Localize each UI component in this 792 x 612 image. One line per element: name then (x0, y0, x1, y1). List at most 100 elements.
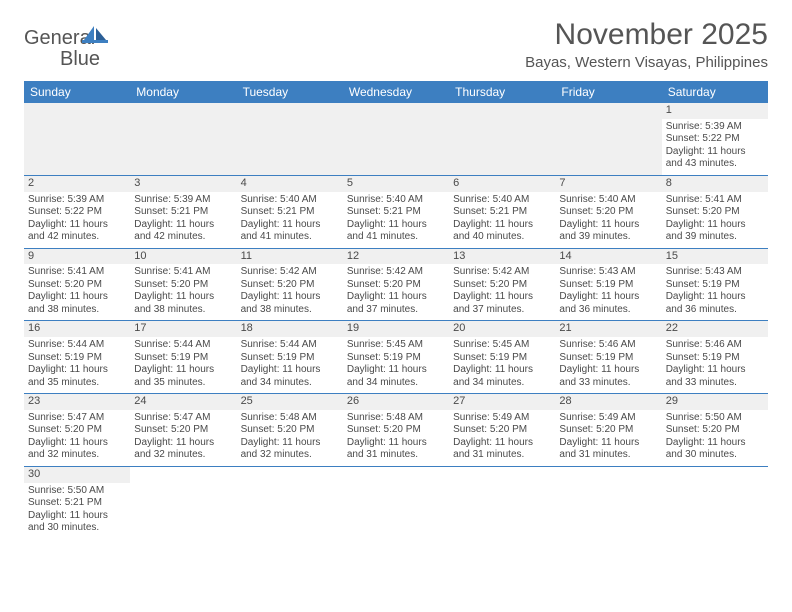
daylight-text: Daylight: 11 hours (28, 437, 126, 450)
daylight-text: Daylight: 11 hours (666, 364, 764, 377)
sunset-text: Sunset: 5:22 PM (28, 206, 126, 219)
daylight-text: Daylight: 11 hours (134, 219, 232, 232)
daylight-text: Daylight: 11 hours (666, 291, 764, 304)
sunrise-text: Sunrise: 5:46 AM (559, 339, 657, 352)
calendar-cell: 1Sunrise: 5:39 AMSunset: 5:22 PMDaylight… (662, 103, 768, 176)
calendar-cell: 28Sunrise: 5:49 AMSunset: 5:20 PMDayligh… (555, 394, 661, 467)
day-number: 4 (237, 176, 343, 192)
daylight-text: and 42 minutes. (134, 231, 232, 244)
calendar-cell (449, 103, 555, 176)
daylight-text: and 39 minutes. (666, 231, 764, 244)
daylight-text: Daylight: 11 hours (559, 437, 657, 450)
sunset-text: Sunset: 5:19 PM (134, 352, 232, 365)
daylight-text: Daylight: 11 hours (134, 291, 232, 304)
calendar-cell: 21Sunrise: 5:46 AMSunset: 5:19 PMDayligh… (555, 321, 661, 394)
sunset-text: Sunset: 5:20 PM (28, 279, 126, 292)
daylight-text: Daylight: 11 hours (241, 437, 339, 450)
calendar-cell: 22Sunrise: 5:46 AMSunset: 5:19 PMDayligh… (662, 321, 768, 394)
day-number: 27 (449, 394, 555, 410)
sunset-text: Sunset: 5:20 PM (241, 279, 339, 292)
calendar-cell: 11Sunrise: 5:42 AMSunset: 5:20 PMDayligh… (237, 249, 343, 322)
logo: General Blue (24, 18, 108, 70)
calendar-cell: 17Sunrise: 5:44 AMSunset: 5:19 PMDayligh… (130, 321, 236, 394)
day-number: 26 (343, 394, 449, 410)
calendar-cell (343, 467, 449, 539)
sunrise-text: Sunrise: 5:47 AM (28, 412, 126, 425)
daylight-text: Daylight: 11 hours (453, 291, 551, 304)
weekday-header: Tuesday (237, 81, 343, 103)
sunrise-text: Sunrise: 5:43 AM (559, 266, 657, 279)
calendar-header-row: SundayMondayTuesdayWednesdayThursdayFrid… (24, 81, 768, 103)
daylight-text: and 34 minutes. (241, 377, 339, 390)
daylight-text: and 30 minutes. (666, 449, 764, 462)
daylight-text: Daylight: 11 hours (241, 291, 339, 304)
sunrise-text: Sunrise: 5:40 AM (241, 194, 339, 207)
calendar-cell: 23Sunrise: 5:47 AMSunset: 5:20 PMDayligh… (24, 394, 130, 467)
sunset-text: Sunset: 5:19 PM (241, 352, 339, 365)
daylight-text: and 39 minutes. (559, 231, 657, 244)
sunset-text: Sunset: 5:20 PM (666, 206, 764, 219)
weekday-header: Wednesday (343, 81, 449, 103)
daylight-text: and 38 minutes. (28, 304, 126, 317)
day-number: 1 (662, 103, 768, 119)
calendar-cell: 8Sunrise: 5:41 AMSunset: 5:20 PMDaylight… (662, 176, 768, 249)
daylight-text: Daylight: 11 hours (347, 364, 445, 377)
sunset-text: Sunset: 5:19 PM (453, 352, 551, 365)
day-number: 10 (130, 249, 236, 265)
title-block: November 2025 Bayas, Western Visayas, Ph… (525, 18, 768, 71)
daylight-text: Daylight: 11 hours (559, 291, 657, 304)
calendar-cell: 29Sunrise: 5:50 AMSunset: 5:20 PMDayligh… (662, 394, 768, 467)
calendar-cell: 18Sunrise: 5:44 AMSunset: 5:19 PMDayligh… (237, 321, 343, 394)
day-number: 30 (24, 467, 130, 483)
header: General Blue November 2025 Bayas, Wester… (24, 18, 768, 71)
sunset-text: Sunset: 5:19 PM (28, 352, 126, 365)
sunrise-text: Sunrise: 5:44 AM (28, 339, 126, 352)
sunset-text: Sunset: 5:20 PM (134, 424, 232, 437)
day-number: 15 (662, 249, 768, 265)
sunrise-text: Sunrise: 5:40 AM (453, 194, 551, 207)
calendar-cell (555, 103, 661, 176)
sunrise-text: Sunrise: 5:40 AM (347, 194, 445, 207)
sunrise-text: Sunrise: 5:44 AM (241, 339, 339, 352)
calendar-cell: 14Sunrise: 5:43 AMSunset: 5:19 PMDayligh… (555, 249, 661, 322)
sunset-text: Sunset: 5:20 PM (559, 424, 657, 437)
calendar-cell: 10Sunrise: 5:41 AMSunset: 5:20 PMDayligh… (130, 249, 236, 322)
day-number: 22 (662, 321, 768, 337)
day-number: 2 (24, 176, 130, 192)
sunrise-text: Sunrise: 5:45 AM (347, 339, 445, 352)
daylight-text: Daylight: 11 hours (666, 146, 764, 159)
day-number: 21 (555, 321, 661, 337)
sunset-text: Sunset: 5:21 PM (28, 497, 126, 510)
daylight-text: Daylight: 11 hours (666, 219, 764, 232)
day-number: 13 (449, 249, 555, 265)
calendar-cell: 4Sunrise: 5:40 AMSunset: 5:21 PMDaylight… (237, 176, 343, 249)
logo-text: General Blue (24, 28, 108, 70)
sunset-text: Sunset: 5:20 PM (134, 279, 232, 292)
calendar-cell: 6Sunrise: 5:40 AMSunset: 5:21 PMDaylight… (449, 176, 555, 249)
daylight-text: Daylight: 11 hours (347, 219, 445, 232)
sunrise-text: Sunrise: 5:40 AM (559, 194, 657, 207)
weekday-header: Sunday (24, 81, 130, 103)
calendar-cell (662, 467, 768, 539)
daylight-text: and 33 minutes. (666, 377, 764, 390)
daylight-text: and 31 minutes. (347, 449, 445, 462)
daylight-text: and 38 minutes. (241, 304, 339, 317)
day-number: 14 (555, 249, 661, 265)
daylight-text: and 34 minutes. (347, 377, 445, 390)
day-number: 9 (24, 249, 130, 265)
daylight-text: and 35 minutes. (134, 377, 232, 390)
sunset-text: Sunset: 5:21 PM (241, 206, 339, 219)
day-number: 5 (343, 176, 449, 192)
daylight-text: Daylight: 11 hours (28, 219, 126, 232)
calendar-cell: 12Sunrise: 5:42 AMSunset: 5:20 PMDayligh… (343, 249, 449, 322)
daylight-text: Daylight: 11 hours (559, 219, 657, 232)
sunrise-text: Sunrise: 5:44 AM (134, 339, 232, 352)
sunrise-text: Sunrise: 5:42 AM (241, 266, 339, 279)
sunset-text: Sunset: 5:20 PM (347, 424, 445, 437)
calendar-body: 1Sunrise: 5:39 AMSunset: 5:22 PMDaylight… (24, 103, 768, 539)
daylight-text: and 43 minutes. (666, 158, 764, 171)
daylight-text: Daylight: 11 hours (666, 437, 764, 450)
sunset-text: Sunset: 5:20 PM (453, 279, 551, 292)
sunrise-text: Sunrise: 5:48 AM (241, 412, 339, 425)
sunset-text: Sunset: 5:21 PM (134, 206, 232, 219)
